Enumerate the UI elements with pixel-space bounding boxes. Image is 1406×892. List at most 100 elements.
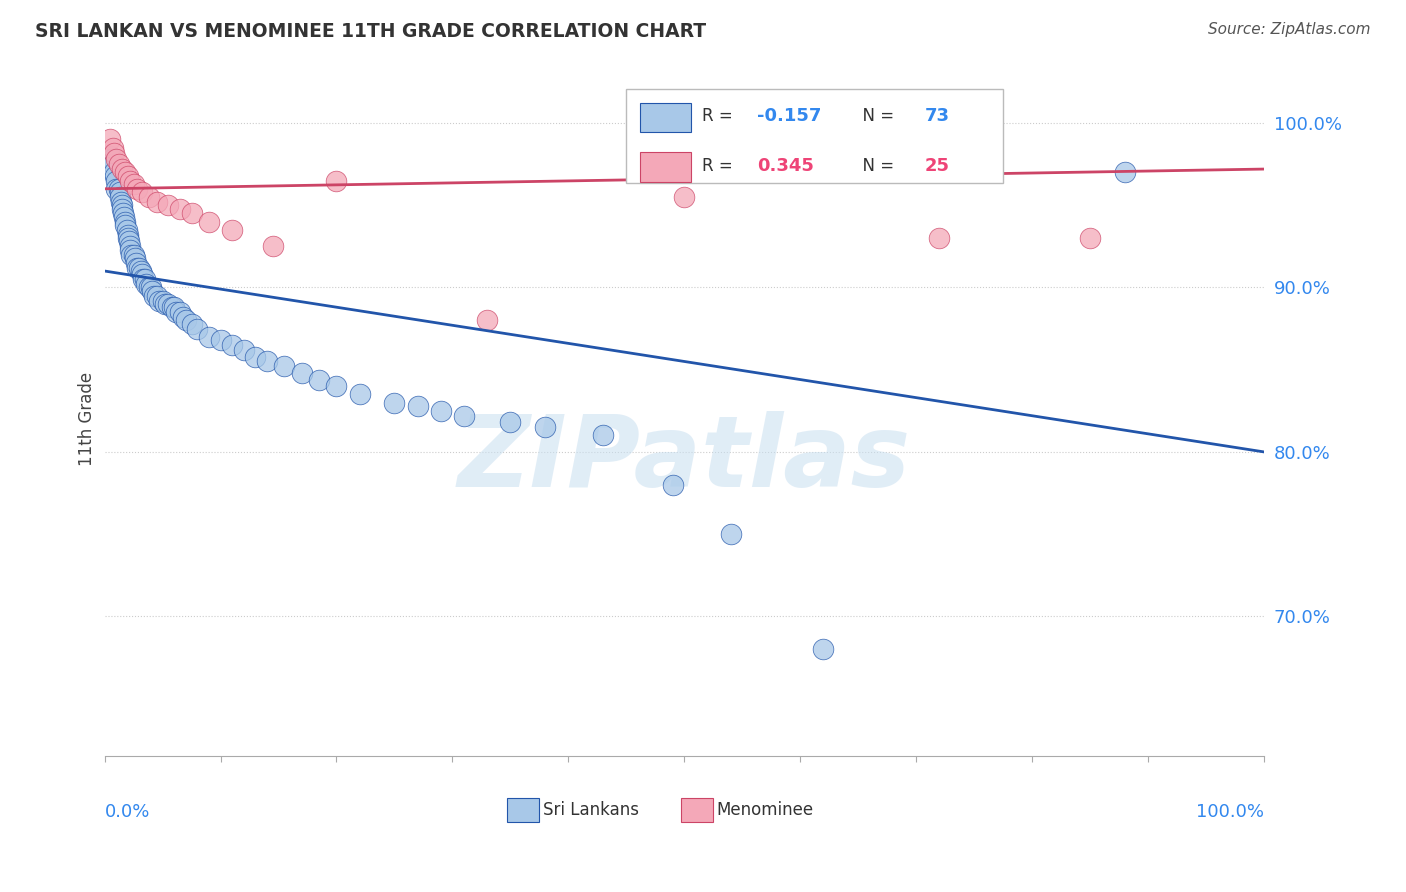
Point <box>673 190 696 204</box>
Text: N =: N = <box>852 107 900 125</box>
Point <box>100 149 122 163</box>
Text: 0.345: 0.345 <box>758 156 814 175</box>
Point <box>406 399 429 413</box>
Point <box>221 338 243 352</box>
Point <box>131 185 153 199</box>
Point <box>124 251 146 265</box>
Point <box>117 227 139 242</box>
Point <box>104 169 127 183</box>
Point <box>111 162 134 177</box>
Point <box>146 288 169 302</box>
Point <box>128 260 150 275</box>
Point <box>120 239 142 253</box>
Point <box>122 247 145 261</box>
Point <box>132 272 155 286</box>
Point <box>291 366 314 380</box>
Text: SRI LANKAN VS MENOMINEE 11TH GRADE CORRELATION CHART: SRI LANKAN VS MENOMINEE 11TH GRADE CORRE… <box>35 22 706 41</box>
FancyBboxPatch shape <box>508 798 540 822</box>
Point <box>135 277 157 292</box>
FancyBboxPatch shape <box>681 798 713 822</box>
Point <box>131 268 153 282</box>
Text: -0.157: -0.157 <box>758 107 821 125</box>
Point <box>209 333 232 347</box>
Point <box>105 152 128 166</box>
Point <box>174 313 197 327</box>
Point <box>349 387 371 401</box>
Point <box>112 206 135 220</box>
Point <box>107 157 129 171</box>
Text: Source: ZipAtlas.com: Source: ZipAtlas.com <box>1208 22 1371 37</box>
Point <box>592 428 614 442</box>
Point <box>146 194 169 209</box>
Point <box>120 243 142 257</box>
Point <box>163 300 186 314</box>
Point <box>114 165 136 179</box>
Text: 73: 73 <box>924 107 949 125</box>
Point <box>166 305 188 319</box>
Point <box>262 239 284 253</box>
Point <box>100 132 122 146</box>
Point <box>152 293 174 308</box>
Point <box>139 280 162 294</box>
Point <box>100 152 122 166</box>
Point <box>112 210 135 224</box>
Point <box>384 395 406 409</box>
Point <box>125 260 148 275</box>
Point <box>477 313 499 327</box>
Point <box>110 194 132 209</box>
Point <box>180 317 202 331</box>
Point <box>117 231 139 245</box>
Point <box>534 420 557 434</box>
Point <box>169 305 191 319</box>
Point <box>111 198 134 212</box>
Point <box>813 642 835 657</box>
Text: ZIPatlas: ZIPatlas <box>458 411 911 508</box>
Point <box>138 190 160 204</box>
Point <box>661 478 683 492</box>
Text: 25: 25 <box>924 156 949 175</box>
Point <box>101 157 124 171</box>
Point <box>103 145 125 160</box>
Point <box>107 182 129 196</box>
Point <box>180 206 202 220</box>
Text: Sri Lankans: Sri Lankans <box>543 801 638 819</box>
Point <box>108 190 131 204</box>
Point <box>125 256 148 270</box>
Text: R =: R = <box>702 156 738 175</box>
Point <box>198 330 221 344</box>
Point <box>115 223 138 237</box>
Point <box>122 177 145 191</box>
Point <box>172 310 194 324</box>
Point <box>1114 165 1136 179</box>
Point <box>308 373 330 387</box>
Point <box>720 527 742 541</box>
Point <box>138 280 160 294</box>
Point <box>134 272 156 286</box>
Point <box>120 247 142 261</box>
Point <box>111 202 134 216</box>
Point <box>114 215 136 229</box>
Point <box>157 198 180 212</box>
Point <box>232 343 254 357</box>
Point <box>148 293 170 308</box>
Text: 100.0%: 100.0% <box>1197 804 1264 822</box>
Point <box>103 165 125 179</box>
Point <box>499 415 522 429</box>
Point <box>245 350 267 364</box>
Point <box>108 185 131 199</box>
Point <box>198 215 221 229</box>
Point <box>186 321 208 335</box>
FancyBboxPatch shape <box>626 88 1004 183</box>
FancyBboxPatch shape <box>640 152 692 182</box>
Point <box>118 235 141 249</box>
Text: R =: R = <box>702 107 738 125</box>
Point <box>143 288 166 302</box>
Point <box>105 182 128 196</box>
Point <box>157 297 180 311</box>
Point <box>221 223 243 237</box>
Point <box>325 173 347 187</box>
Point <box>430 404 453 418</box>
Point <box>101 141 124 155</box>
Point <box>325 379 347 393</box>
Point <box>169 202 191 216</box>
